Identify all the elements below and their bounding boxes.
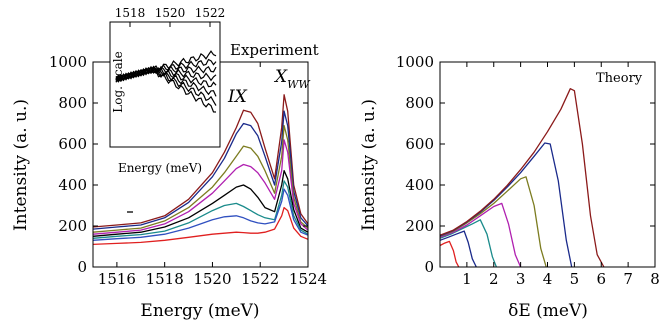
- left-x-tick-label: 1520: [193, 270, 231, 288]
- right-series-group: [439, 88, 605, 268]
- left-x-tick-label: 1516: [98, 270, 136, 288]
- right-series-line-3: [439, 219, 498, 268]
- left-series-line-3: [92, 124, 309, 233]
- inset-x-tick-label: 1522: [195, 6, 226, 20]
- inset-background: [110, 22, 220, 147]
- left-x-axis-label: Energy (meV): [140, 301, 259, 321]
- inset-series-line-4: [115, 65, 217, 83]
- xww-subscript: WW: [287, 78, 311, 91]
- left-y-tick-label: 400: [58, 176, 87, 194]
- inset-x-axis-label: Energy (meV): [118, 161, 202, 175]
- inset-series-group: [115, 50, 217, 113]
- right-series-line-7: [439, 88, 605, 268]
- right-x-tick-label: 7: [623, 270, 633, 288]
- right-x-tick-label: 6: [596, 270, 606, 288]
- right-y-ticks: 0 200 400 600 800 1000: [396, 53, 655, 276]
- inset-y-axis-label: Log. scale: [111, 51, 125, 112]
- right-series-line-2: [439, 230, 477, 268]
- inset-series-line-8: [115, 66, 217, 113]
- inset-series-line-7: [115, 67, 217, 106]
- right-x-tick-label: 2: [489, 270, 499, 288]
- xww-main: X: [273, 67, 288, 87]
- left-series-group: [92, 94, 309, 246]
- right-series-line-4: [439, 202, 522, 268]
- right-plot-frame: [439, 61, 656, 268]
- right-x-axis-label: δE (meV): [508, 301, 588, 321]
- right-series-line-5: [439, 176, 547, 268]
- right-y-axis-label: Intensity (a. u.): [359, 99, 379, 231]
- xww-label: XWW: [273, 67, 311, 91]
- left-x-tick-label: 1522: [241, 270, 279, 288]
- left-x-ticks: 1516 1518 1520 1522 1524: [98, 62, 327, 288]
- right-y-tick-label: 1000: [396, 53, 434, 71]
- left-series-line-8: [92, 206, 309, 246]
- right-y-tick-label: 200: [405, 217, 434, 235]
- right-y-tick-label: 600: [405, 135, 434, 153]
- right-x-tick-label: 8: [650, 270, 659, 288]
- left-y-tick-label: 1000: [49, 53, 87, 71]
- inset-x-tick-label: 1518: [115, 6, 146, 20]
- left-chart: 1516 1518 1520 1522 1524 0 200 400 600 800 1000 E…: [11, 41, 327, 321]
- inset-frame: [109, 21, 221, 148]
- left-y-tick-label: 0: [77, 258, 87, 276]
- experiment-label: Experiment: [230, 41, 319, 59]
- left-series-line-4: [92, 139, 309, 235]
- right-x-tick-label: 5: [570, 270, 580, 288]
- ix-label: IX: [227, 87, 248, 107]
- right-x-tick-label: 4: [543, 270, 553, 288]
- left-series-line-7: [92, 188, 309, 241]
- left-y-tick-label: 600: [58, 135, 87, 153]
- left-y-tick-label: 800: [58, 94, 87, 112]
- left-y-axis-label: Intensity (a. u.): [11, 99, 31, 231]
- left-y-tick-label: 200: [58, 217, 87, 235]
- inset-x-ticks: 1518 1520 1522: [115, 6, 226, 27]
- right-series-line-6: [439, 142, 573, 268]
- left-x-tick-label: 1524: [289, 270, 327, 288]
- right-series-line-1: [439, 240, 460, 268]
- theory-label: Theory: [596, 71, 643, 86]
- right-y-tick-label: 400: [405, 176, 434, 194]
- right-y-tick-label: 800: [405, 94, 434, 112]
- left-y-ticks: 0 200 400 600 800 1000: [49, 53, 308, 276]
- left-series-line-1: [92, 94, 309, 228]
- left-series-line-2: [92, 110, 309, 230]
- left-series-line-5: [92, 170, 309, 237]
- right-x-tick-label: 1: [462, 270, 472, 288]
- right-x-tick-label: 3: [516, 270, 526, 288]
- left-x-tick-label: 1518: [146, 270, 184, 288]
- inset-chart: 1518 1520 1522 Log. scale Energy (meV): [109, 6, 226, 175]
- inset-x-tick-label: 1520: [155, 6, 186, 20]
- right-y-tick-label: 0: [424, 258, 434, 276]
- left-series-line-6: [92, 180, 309, 239]
